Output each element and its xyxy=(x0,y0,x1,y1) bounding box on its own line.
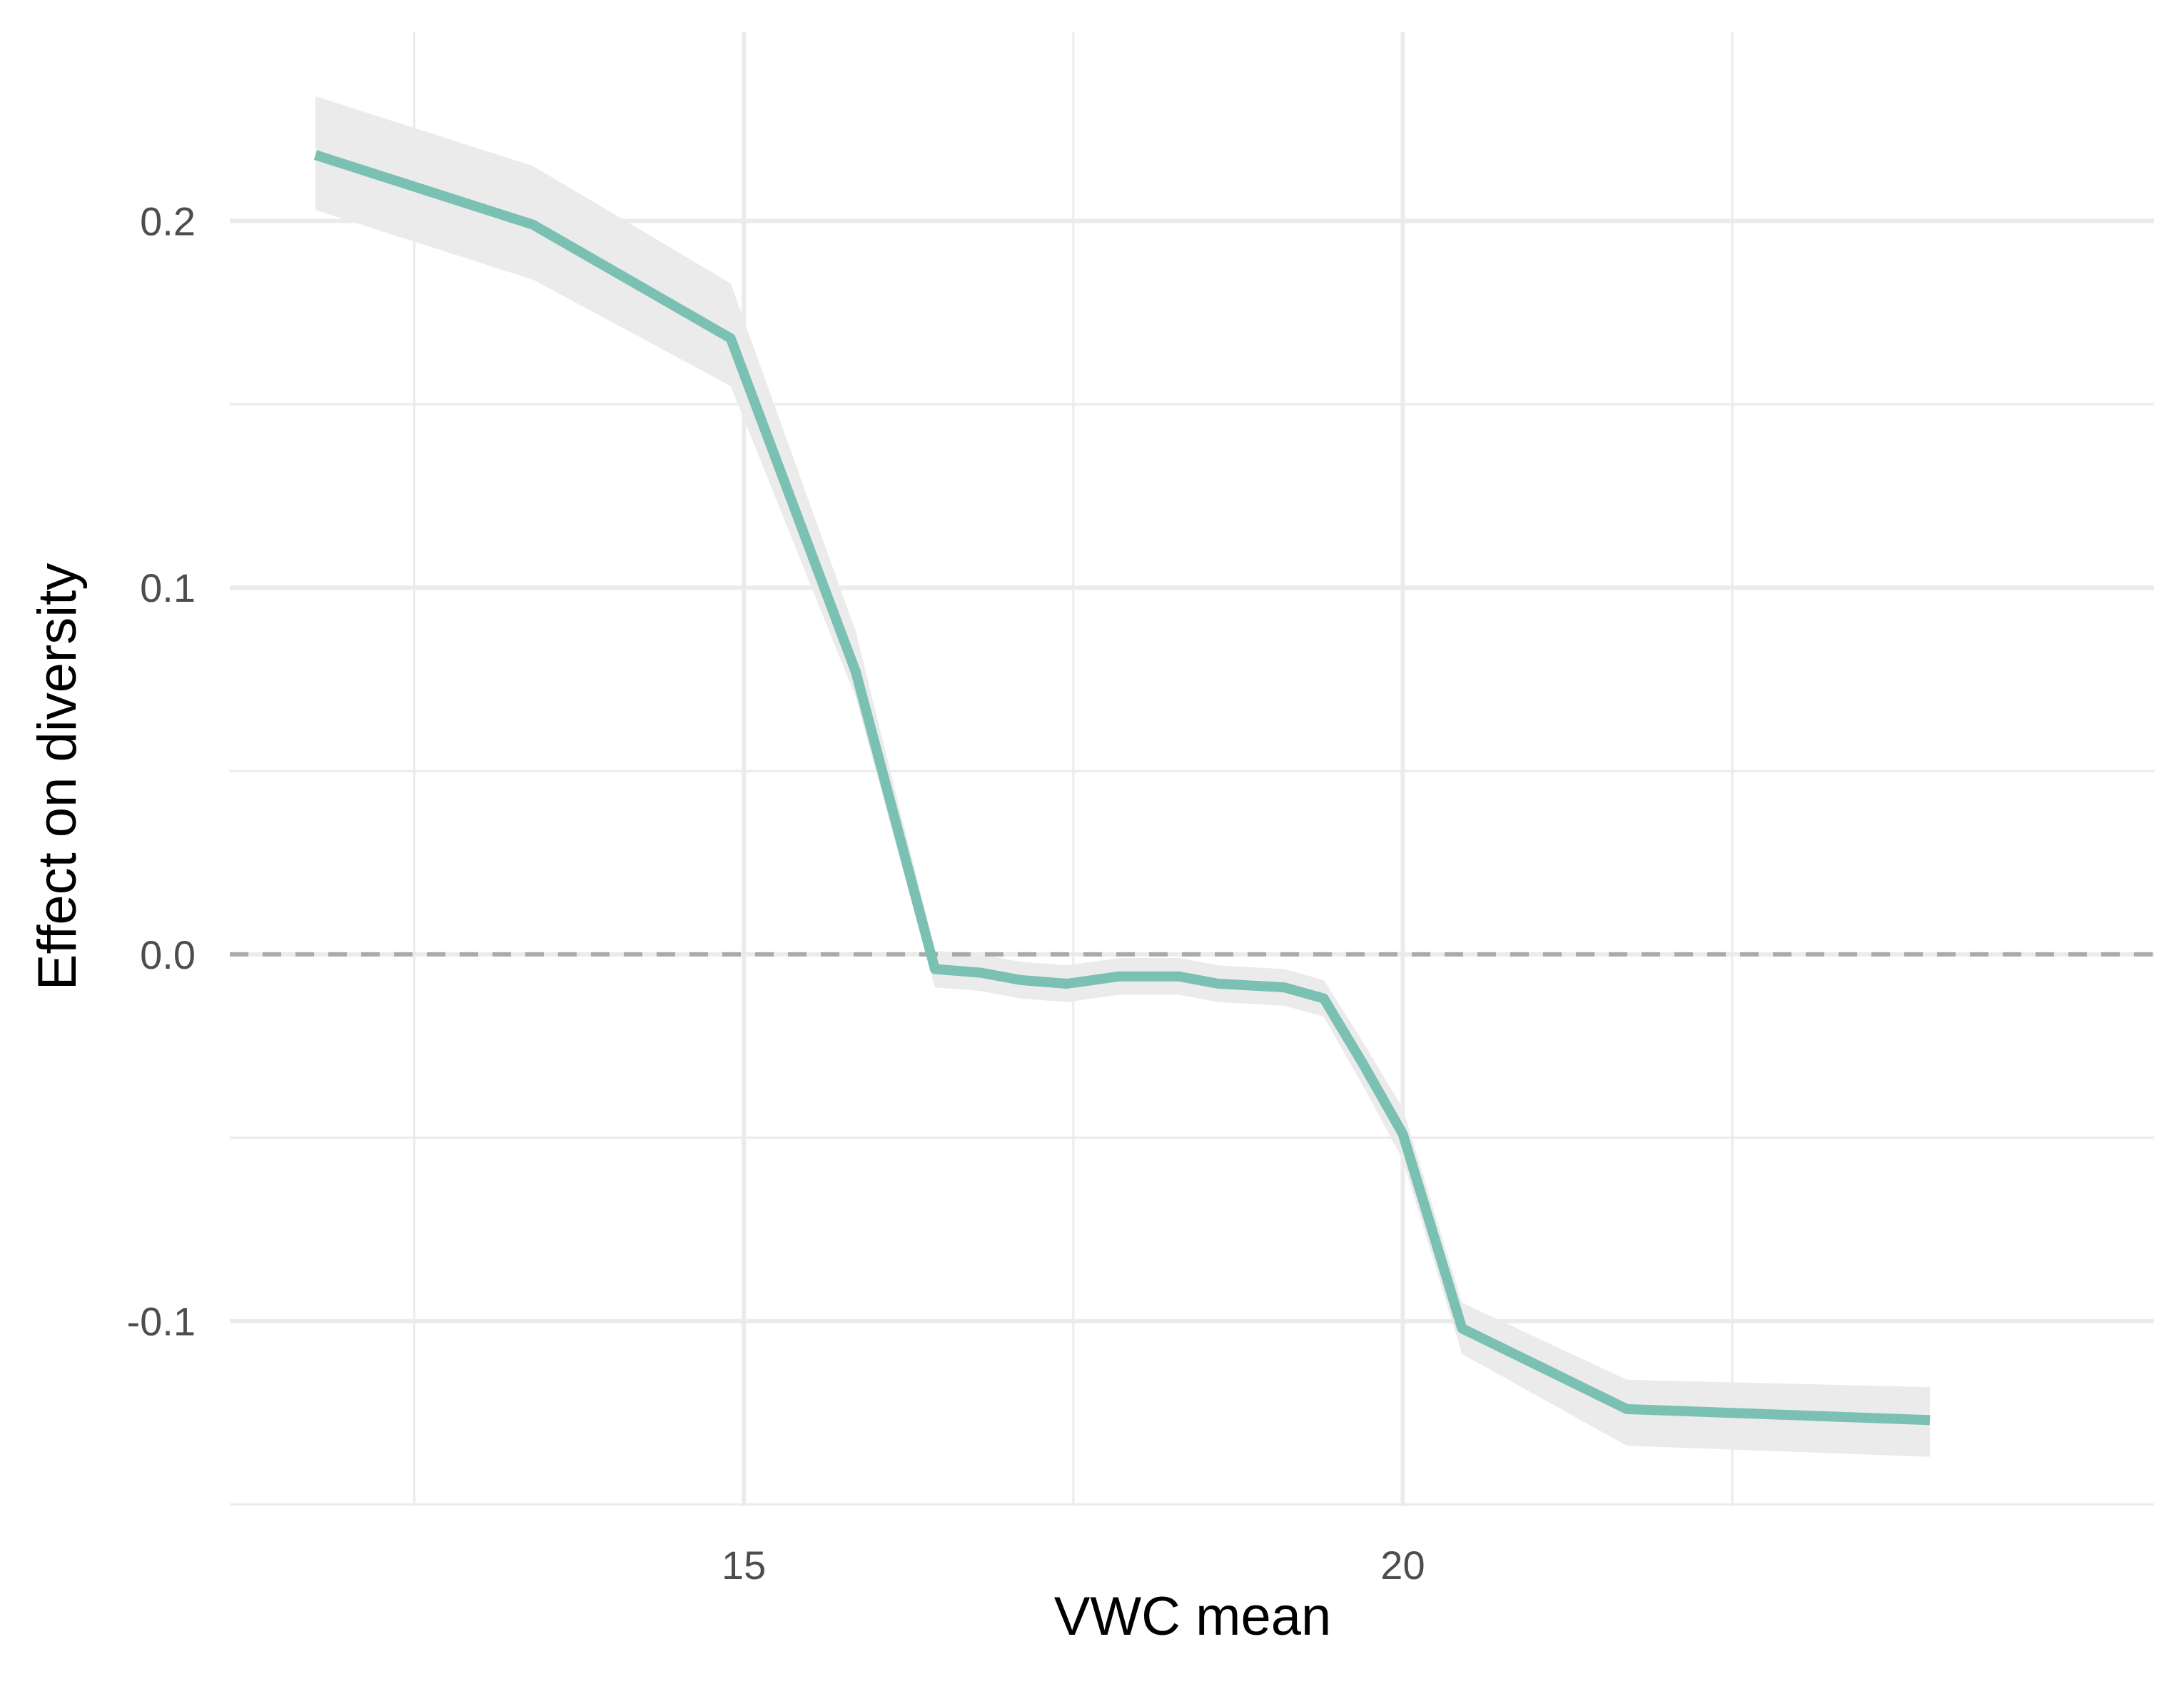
y-tick-labels: -0.1 0.0 0.1 0.2 xyxy=(127,199,196,1344)
x-tick-label: 20 xyxy=(1380,1543,1425,1588)
y-tick-label: 0.2 xyxy=(140,199,196,244)
effect-line-layer xyxy=(313,150,1931,1426)
confidence-band-layer xyxy=(315,96,1931,1457)
confidence-band xyxy=(315,96,1931,1457)
x-tick-label: 15 xyxy=(722,1543,766,1588)
y-tick-label: 0.1 xyxy=(140,565,196,610)
y-tick-label: -0.1 xyxy=(127,1299,196,1344)
y-tick-label: 0.0 xyxy=(140,932,196,977)
y-axis-title: Effect on diversity xyxy=(27,563,88,990)
x-axis-title: VWC mean xyxy=(1054,1586,1332,1647)
x-tick-labels: 15 20 xyxy=(722,1543,1425,1588)
minor-gridlines xyxy=(230,32,2154,1506)
effect-line xyxy=(313,150,1931,1426)
